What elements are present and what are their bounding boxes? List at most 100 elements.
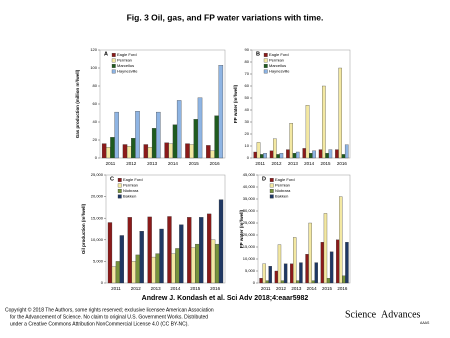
legend-swatch [269, 189, 274, 193]
x-tick-label: 2015 [322, 286, 333, 291]
y-tick-label: 70 [245, 71, 250, 76]
bar [151, 256, 156, 284]
bar [197, 97, 203, 159]
y-tick-label: 15,000 [243, 244, 256, 249]
x-tick-label: 2016 [337, 161, 348, 166]
y-tick-label: 15,000 [91, 215, 104, 220]
y-tick-label: 45,000 [243, 172, 256, 177]
bar [305, 105, 310, 159]
legend-swatch [111, 69, 116, 74]
bar [273, 138, 277, 159]
bar [175, 248, 180, 284]
y-tick-label: 80 [245, 59, 250, 64]
y-axis-label: Gas production (million m³/well) [75, 69, 80, 138]
legend-label: Haynesville [269, 69, 290, 74]
x-tick-label: 2011 [111, 286, 121, 291]
x-tick-label: 2012 [126, 161, 137, 166]
bar [122, 144, 128, 159]
x-tick-label: 2016 [210, 286, 221, 291]
y-tick-label: 35,000 [243, 196, 256, 201]
bar [156, 111, 161, 159]
copyright: under a Creative Commons Attribution Non… [10, 321, 189, 327]
bar [302, 148, 307, 159]
x-tick-label: 2012 [276, 286, 287, 291]
y-tick-label: 0 [95, 155, 98, 160]
legend-swatch [117, 194, 122, 199]
bar [283, 263, 288, 284]
bar [191, 247, 196, 284]
bar [164, 142, 169, 159]
bar [206, 213, 212, 284]
x-tick-label: 2011 [261, 286, 271, 291]
bar [289, 123, 293, 159]
legend-label: Niobrara [275, 188, 291, 193]
bar [335, 149, 339, 159]
bar [206, 145, 211, 159]
y-tick-label: 10 [245, 143, 250, 148]
bar [115, 261, 121, 284]
plot-area [105, 174, 226, 284]
bar [143, 144, 149, 159]
legend-label: Eagle Ford [117, 52, 137, 57]
bar [155, 253, 160, 284]
y-tick-label: 0 [101, 280, 104, 285]
legend-label: Permian [275, 183, 290, 188]
panel-label: C [110, 176, 114, 182]
x-tick-label: 2015 [320, 161, 331, 166]
y-tick-label: 50 [245, 95, 250, 100]
y-tick-label: 20 [245, 131, 250, 136]
legend-label: Bakken [123, 194, 136, 199]
y-tick-label: 30,000 [243, 208, 256, 213]
bar [262, 263, 266, 284]
x-tick-label: 2016 [337, 286, 348, 291]
bar [318, 149, 323, 159]
y-tick-label: 0 [253, 280, 256, 285]
bar [253, 151, 258, 159]
legend-swatch [111, 58, 116, 63]
legend-swatch [117, 178, 122, 182]
legend-label: Niobrara [123, 188, 139, 193]
bar [210, 239, 216, 284]
bar [172, 124, 178, 159]
bar [176, 100, 182, 159]
bar [295, 151, 300, 159]
legend-label: Eagle Ford [269, 52, 289, 57]
logo-tag: AAAS [420, 321, 430, 325]
bar [147, 147, 153, 159]
bar [336, 239, 340, 284]
bar [214, 115, 219, 159]
plot-area [257, 174, 351, 284]
bar [263, 153, 267, 159]
logo-brand: Science [345, 309, 377, 320]
y-tick-label: 5,000 [245, 268, 256, 273]
x-tick-label: 2012 [131, 286, 142, 291]
bar [320, 242, 325, 284]
bar [210, 150, 215, 159]
legend-label: Eagle Ford [275, 177, 295, 182]
bar [111, 266, 117, 284]
y-tick-label: 20,000 [91, 194, 104, 199]
y-tick-label: 40 [93, 119, 98, 124]
citation: Andrew J. Kondash et al. Sci Adv 2018;4:… [142, 295, 309, 302]
bar [339, 196, 343, 284]
legend-swatch [117, 183, 122, 188]
bar [119, 235, 124, 284]
y-tick-label: 20,000 [243, 232, 256, 237]
bar [114, 111, 119, 159]
x-tick-label: 2013 [288, 161, 299, 166]
bar [195, 243, 200, 284]
bar [260, 154, 264, 159]
legend-label: Haynesville [117, 69, 138, 74]
bar [342, 275, 346, 284]
bar [265, 280, 269, 284]
bar [279, 153, 284, 159]
legend-label: Bakken [275, 194, 288, 199]
legend-swatch [263, 53, 268, 57]
y-tick-label: 90 [245, 47, 250, 52]
logo-name: Advances [381, 309, 421, 320]
x-tick-label: 2016 [210, 161, 221, 166]
legend-label: Permian [117, 58, 132, 63]
bar [168, 143, 174, 159]
bar [269, 150, 274, 159]
